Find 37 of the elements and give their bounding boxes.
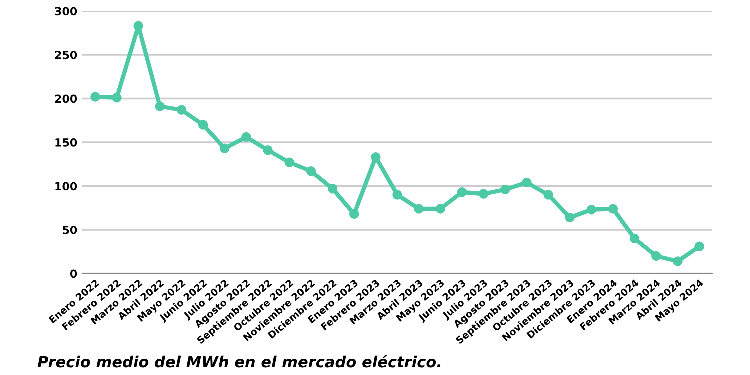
y-tick-label: 300 [55, 7, 78, 16]
point [630, 234, 640, 244]
point [436, 204, 446, 214]
point [306, 166, 316, 176]
y-tick-label: 200 [55, 94, 78, 104]
point [565, 212, 575, 223]
y-tick-label: 50 [63, 226, 78, 234]
point [500, 184, 510, 195]
point [457, 188, 468, 198]
point [349, 209, 360, 220]
point [652, 251, 662, 262]
y-tick-label: 150 [56, 138, 78, 147]
point [608, 204, 618, 214]
point [673, 256, 683, 266]
point [242, 132, 252, 142]
point [544, 190, 554, 200]
point [328, 184, 338, 194]
point [371, 152, 381, 162]
point [586, 205, 597, 215]
point [478, 189, 489, 199]
point [198, 120, 208, 130]
point [284, 158, 294, 168]
point [134, 21, 144, 31]
y-tick-label: 100 [56, 182, 78, 191]
point [220, 144, 230, 154]
point [522, 178, 532, 188]
point [263, 146, 273, 156]
point [155, 102, 166, 112]
y-tick-label: 0 [70, 270, 78, 278]
point [112, 93, 122, 103]
point [694, 242, 704, 252]
point [90, 92, 100, 102]
point [392, 190, 402, 200]
text: Precio medio del MWh en el mercado eléctrico. [38, 355, 441, 368]
point [176, 105, 187, 115]
y-tick-label: 250 [55, 50, 78, 60]
point [414, 204, 424, 214]
